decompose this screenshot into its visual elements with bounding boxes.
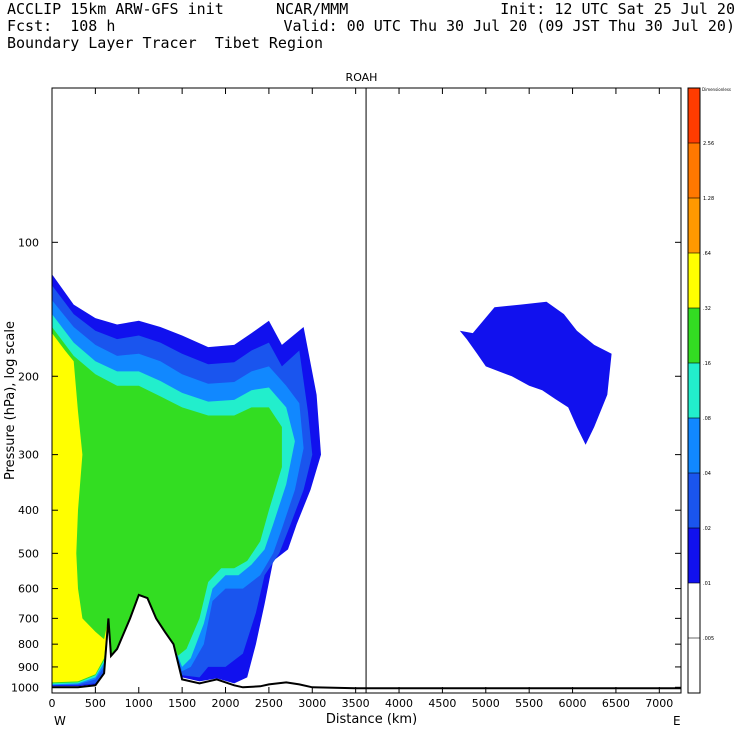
terrain-surface-line [52, 593, 681, 690]
colorbar-level-label: .08 [703, 416, 711, 422]
y-tick-label: 500 [18, 547, 39, 560]
header-line1-right: Init: 12 UTC Sat 25 Jul 20 [500, 0, 735, 18]
x-tick-label: 6000 [559, 697, 587, 710]
tracer-region-8 [572, 467, 577, 515]
x-axis-label: Distance (km) [326, 712, 417, 727]
chart-title: ROAH [346, 71, 378, 84]
x-tick-label: 2500 [255, 697, 283, 710]
plot-frame [51, 87, 682, 694]
tracer-region-6 [52, 333, 109, 683]
x-tick-label: 500 [85, 697, 106, 710]
colorbar-segment [688, 253, 700, 308]
x-tick-label: 2000 [212, 697, 240, 710]
colorbar-segment [688, 583, 700, 638]
x-tick-label: 1000 [125, 697, 153, 710]
x-tick-label: 0 [49, 697, 56, 710]
x-axis-ticks: 0 500 1000 1500 2000 2500 3000 3500 4000 4500 5000… [49, 88, 673, 710]
y-tick-label: 1000 [11, 681, 39, 694]
y-axis-label: Pressure (hPa), log scale [3, 321, 18, 480]
colorbar-segment [688, 363, 700, 418]
header-line2-left: Fcst: 108 h [7, 17, 116, 35]
x-tick-label: 4500 [428, 697, 456, 710]
x-tick-label: 3000 [298, 697, 326, 710]
y-tick-label: 600 [18, 583, 39, 596]
colorbar-level-label: .64 [703, 251, 711, 257]
y-tick-label: 100 [18, 236, 39, 249]
header-line1-mid: NCAR/MMM [276, 0, 349, 18]
colorbar-segment [688, 198, 700, 253]
x-tick-label: 3500 [342, 697, 370, 710]
colorbar-level-label: .005 [703, 636, 714, 642]
colorbar-level-label: .01 [703, 581, 711, 587]
colorbar-unit-label: Dimensionless [702, 87, 731, 92]
x-tick-label: 6500 [602, 697, 630, 710]
header-line3-left: Boundary Layer Tracer Tibet Region [7, 34, 324, 52]
y-tick-label: 800 [18, 638, 39, 651]
x-tick-label: 7000 [645, 697, 673, 710]
header-line2-right: Valid: 00 UTC Thu 30 Jul 20 (09 JST Thu … [283, 17, 735, 35]
y-tick-label: 700 [18, 612, 39, 625]
colorbar-segment [688, 638, 700, 693]
x-tick-label: 5500 [515, 697, 543, 710]
colorbar-segment [688, 418, 700, 473]
colorbar-segment [688, 473, 700, 528]
colorbar-segment [688, 308, 700, 363]
east-end-label: E [673, 714, 681, 728]
colorbar-level-label: 1.28 [703, 196, 714, 202]
colorbar-level-label: .32 [703, 306, 711, 312]
colorbar-frame [687, 87, 701, 694]
y-tick-label: 300 [18, 449, 39, 462]
y-tick-label: 200 [18, 370, 39, 383]
y-axis-ticks: 100 200 300 400 500 600 700 800 900 1000 [11, 236, 681, 694]
header-line1-left: ACCLIP 15km ARW-GFS init [7, 0, 224, 18]
y-tick-label: 400 [18, 504, 39, 517]
colorbar-segment [688, 528, 700, 583]
colorbar-level-label: 2.56 [703, 141, 714, 147]
x-tick-label: 5000 [472, 697, 500, 710]
x-tick-label: 1500 [168, 697, 196, 710]
x-tick-label: 4000 [385, 697, 413, 710]
tracer-region-9 [459, 301, 612, 445]
colorbar-level-label: .04 [703, 471, 711, 477]
colorbar-level-label: .16 [703, 361, 711, 367]
tracer-fill-layer [52, 264, 629, 688]
y-tick-label: 900 [18, 661, 39, 674]
colorbar: 2.56 1.28 .64 .32 .16 .08 .04 .02 .01 .005 Dimensi… [687, 87, 731, 694]
west-end-label: W [54, 714, 66, 728]
colorbar-level-label: .02 [703, 526, 711, 532]
colorbar-segment [688, 143, 700, 198]
tracer-region-5 [52, 327, 282, 684]
colorbar-segment [688, 88, 700, 143]
